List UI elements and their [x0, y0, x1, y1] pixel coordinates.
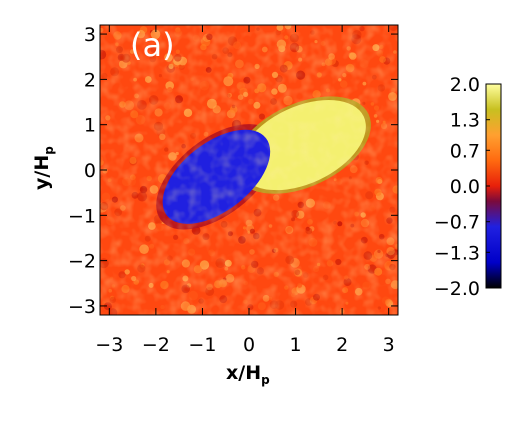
x-tick-label: 0	[243, 334, 255, 356]
y-tick-label: 2	[84, 69, 96, 91]
x-tick-label: 2	[336, 334, 348, 356]
colorbar: 2.0 1.3 0.7 0.0 −0.7 −1.3 −2.0	[434, 74, 502, 300]
colorbar-tick-label: 0.7	[450, 140, 480, 162]
x-axis-label: x/Hp	[226, 362, 270, 387]
colorbar-tick-label: 0.0	[450, 176, 480, 198]
colorbar-tick-label: 2.0	[450, 74, 480, 96]
colorbar-ticks: 2.0 1.3 0.7 0.0 −0.7 −1.3 −2.0	[434, 74, 490, 300]
colorbar-tick-label: −0.7	[434, 212, 480, 234]
y-tick-label: −1	[68, 205, 96, 227]
colorbar-tick-label: −1.3	[434, 242, 480, 264]
y-tick-label: −2	[68, 251, 96, 273]
x-axis-label-main: x/H	[226, 362, 261, 384]
y-tick-label: 0	[84, 160, 96, 182]
x-tick-label: 1	[290, 334, 302, 356]
noise-overlay	[100, 25, 398, 315]
x-axis-label-sub: p	[261, 373, 270, 387]
y-axis-label: y/Hp	[31, 146, 56, 190]
x-tick-label: 3	[383, 334, 395, 356]
x-tick-label: −2	[142, 334, 170, 356]
x-axis: −3 −2 −1 0 1 2 3	[95, 25, 395, 356]
y-tick-label: 3	[84, 24, 96, 46]
y-axis-label-main: y/H	[31, 155, 53, 190]
y-axis-label-sub: p	[42, 146, 56, 155]
y-tick-label: 1	[84, 115, 96, 137]
x-tick-label: −1	[188, 334, 216, 356]
y-axis: −3 −2 −1 0 1 2 3	[68, 24, 398, 318]
colorbar-tick-label: −2.0	[434, 278, 480, 300]
plot-area	[100, 25, 398, 315]
y-tick-label: −3	[68, 296, 96, 318]
x-tick-label: −3	[95, 334, 123, 356]
colorbar-tick-label: 1.3	[450, 110, 480, 132]
panel-label: (a)	[130, 26, 175, 64]
